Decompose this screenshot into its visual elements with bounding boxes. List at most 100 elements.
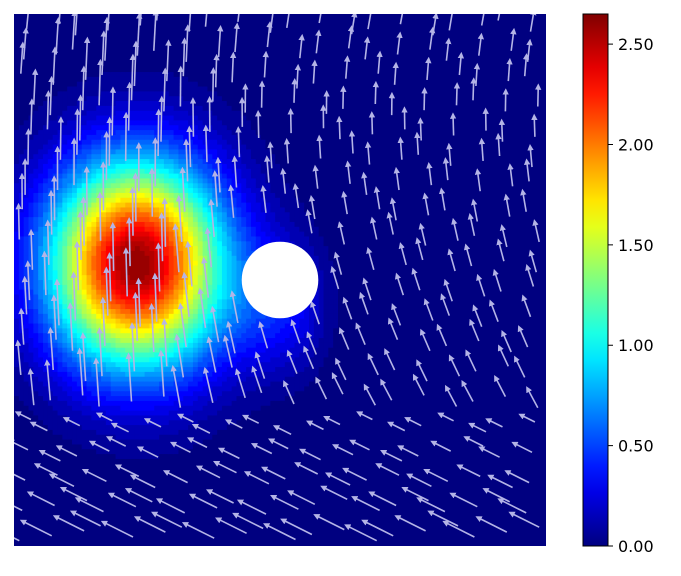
heat-cell <box>226 197 233 204</box>
heatmap-field <box>14 14 546 546</box>
heat-cell <box>14 38 20 44</box>
heat-cell <box>178 478 184 484</box>
heat-cell <box>28 154 34 160</box>
heat-cell <box>62 454 68 460</box>
heat-cell <box>197 478 204 484</box>
heat-cell <box>154 531 160 537</box>
heat-cell <box>38 86 44 92</box>
heat-cell <box>159 72 165 78</box>
heat-cell <box>125 115 131 121</box>
heat-cell <box>183 221 189 228</box>
heat-cell <box>144 154 151 160</box>
heat-cell <box>217 507 223 513</box>
heat-cell <box>14 197 20 204</box>
heat-cell <box>207 478 213 484</box>
heat-cell <box>178 299 184 305</box>
heat-cell <box>159 420 165 426</box>
heat-cell <box>62 241 68 247</box>
heat-cell <box>139 492 146 499</box>
heat-cell <box>159 396 165 402</box>
heat-cell <box>192 323 199 329</box>
heat-cell <box>231 101 238 107</box>
heat-cell <box>81 144 88 151</box>
heat-cell <box>217 163 223 170</box>
heat-cell <box>101 478 107 484</box>
heat-cell <box>149 280 155 286</box>
heat-cell <box>231 38 238 44</box>
heat-cell <box>115 338 121 344</box>
heat-cell <box>226 526 233 533</box>
heat-cell <box>149 516 155 523</box>
heat-cell <box>43 125 49 131</box>
heat-cell <box>144 531 151 537</box>
heat-cell <box>192 236 199 242</box>
heat-cell <box>120 110 126 117</box>
heat-cell <box>168 376 175 383</box>
heat-cell <box>130 386 136 392</box>
heat-cell <box>18 91 25 97</box>
heat-cell <box>149 352 155 358</box>
heat-cell <box>110 38 117 44</box>
heat-cell <box>86 173 92 180</box>
heat-cell <box>212 420 218 426</box>
heat-cell <box>120 458 126 465</box>
heat-cell <box>23 163 30 170</box>
heat-cell <box>144 197 151 204</box>
heat-cell <box>23 178 30 184</box>
heat-cell <box>178 178 184 184</box>
heat-cell <box>57 328 63 334</box>
heat-cell <box>67 226 73 233</box>
heat-cell <box>207 541 213 546</box>
heat-cell <box>163 159 170 165</box>
heat-cell <box>115 18 121 25</box>
heat-cell <box>188 168 194 175</box>
heat-cell <box>221 250 228 257</box>
heat-cell <box>163 188 170 194</box>
heat-cell <box>231 134 238 141</box>
heat-cell <box>202 386 209 392</box>
heat-cell <box>144 217 151 223</box>
heat-cell <box>86 33 92 39</box>
heat-cell <box>52 338 59 344</box>
heat-cell <box>120 125 126 131</box>
heat-cell <box>217 226 223 233</box>
heat-cell <box>149 130 155 136</box>
heat-cell <box>110 473 117 479</box>
heat-cell <box>52 391 59 397</box>
heat-cell <box>23 328 30 334</box>
heat-cell <box>76 139 83 146</box>
heat-cell <box>207 91 213 97</box>
heat-cell <box>91 434 97 441</box>
heat-cell <box>192 473 199 479</box>
heat-cell <box>91 420 97 426</box>
heat-cell <box>23 265 30 271</box>
heat-cell <box>217 521 223 528</box>
heat-cell <box>178 207 184 213</box>
heat-cell <box>207 454 213 460</box>
heat-cell <box>130 33 136 39</box>
heat-cell <box>217 241 223 247</box>
heat-cell <box>91 313 97 320</box>
heat-cell <box>101 342 107 349</box>
heat-cell <box>149 76 155 83</box>
heat-cell <box>72 76 78 83</box>
heat-cell <box>28 139 34 146</box>
heat-cell <box>144 33 151 39</box>
heat-cell <box>154 96 160 102</box>
heat-cell <box>192 294 199 300</box>
heat-cell <box>43 188 49 194</box>
heat-cell <box>178 400 184 407</box>
heat-cell <box>33 231 39 238</box>
heat-cell <box>168 76 175 83</box>
heat-cell <box>33 521 39 528</box>
heat-cell <box>86 134 92 141</box>
heat-cell <box>14 444 20 450</box>
heat-cell <box>14 115 20 121</box>
heat-cell <box>110 396 117 402</box>
heat-cell <box>207 188 213 194</box>
heat-cell <box>202 516 209 523</box>
heat-cell <box>197 473 204 479</box>
heat-cell <box>33 197 39 204</box>
heat-cell <box>67 91 73 97</box>
heat-cell <box>212 76 218 83</box>
